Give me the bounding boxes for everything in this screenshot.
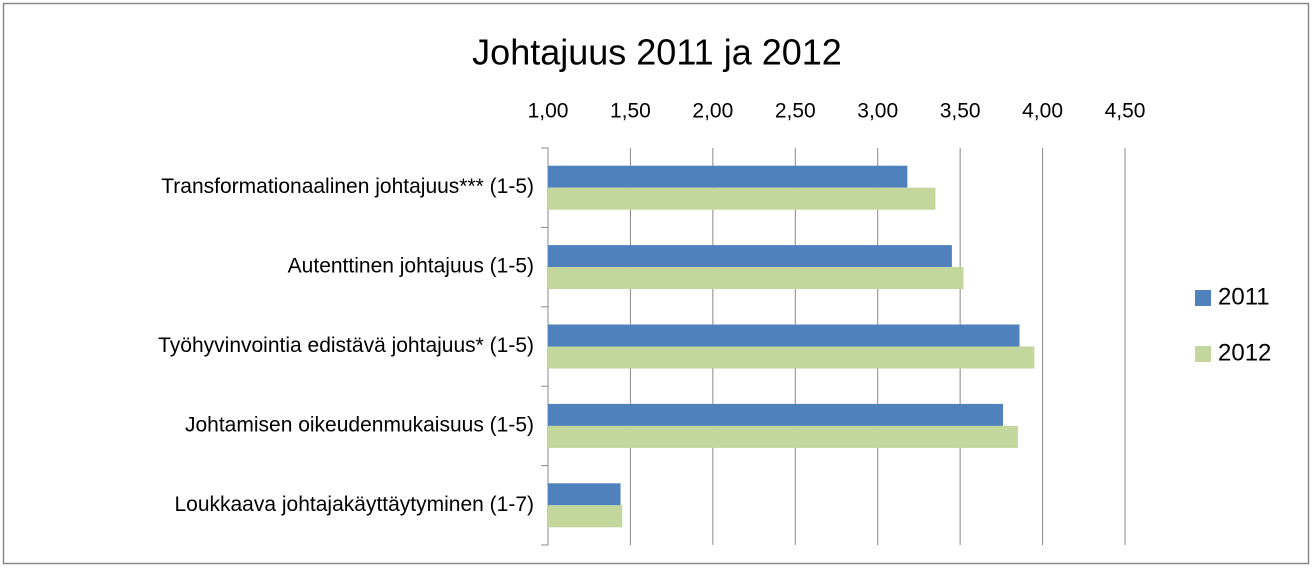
x-tick-label: 3,00 (857, 100, 898, 123)
bar (548, 267, 964, 290)
x-tick-label: 2,50 (775, 100, 816, 123)
legend-label: 2012 (1218, 339, 1271, 366)
bar (548, 346, 1035, 369)
bar (548, 403, 1004, 426)
bar (548, 165, 908, 188)
x-tick-label: 1,00 (528, 100, 569, 123)
bar (548, 245, 952, 268)
legend-swatch (1195, 290, 1211, 306)
x-tick-label: 4,00 (1022, 100, 1063, 123)
x-tick-label: 3,50 (940, 100, 981, 123)
bar (548, 483, 621, 506)
chart-title: Johtajuus 2011 ja 2012 (472, 32, 842, 73)
bar (548, 425, 1018, 448)
legend-swatch (1195, 346, 1211, 362)
x-tick-label: 4,50 (1105, 100, 1146, 123)
y-tick-label: Loukkaava johtajakäyttäytyminen (1-7) (174, 493, 534, 516)
legend-label: 2011 (1218, 283, 1270, 310)
bar (548, 324, 1020, 347)
y-tick-label: Johtamisen oikeudenmukaisuus (1-5) (185, 413, 534, 436)
y-tick-label: Transformationaalinen johtajuus*** (1-5) (161, 175, 534, 198)
bar (548, 505, 623, 528)
x-tick-label: 1,50 (610, 100, 651, 123)
x-tick-label: 2,00 (692, 100, 733, 123)
y-tick-label: Työhyvinvointia edistävä johtajuus* (1-5… (158, 334, 534, 357)
y-tick-label: Autenttinen johtajuus (1-5) (288, 255, 534, 278)
bar (548, 187, 936, 210)
